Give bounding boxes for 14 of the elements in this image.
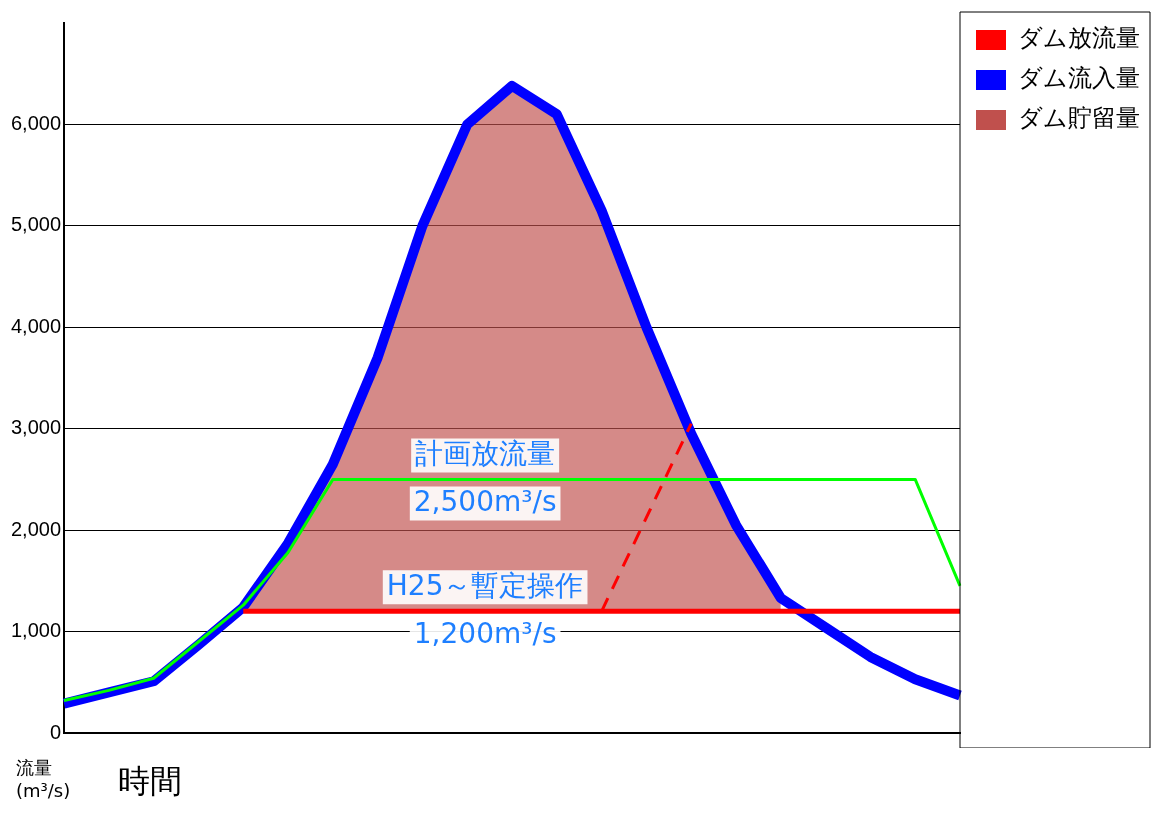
- y-tick-label: 1,000: [10, 619, 62, 642]
- y-axis-title: 流量 (m³/s): [16, 756, 71, 803]
- y-tick-label: 2,000: [10, 517, 62, 540]
- legend-label: ダム流入量: [1018, 64, 1140, 93]
- y-tick-label: 3,000: [10, 416, 62, 439]
- legend-label: ダム貯留量: [1018, 104, 1140, 133]
- y-tick-label: 6,000: [10, 111, 62, 134]
- y-tick-label: 4,000: [10, 314, 62, 337]
- annotation: 計画放流量 2,500m³/s: [413, 436, 557, 518]
- annotation: H25～暫定操作 1,200m³/s: [386, 568, 584, 650]
- y-tick-label: 0: [49, 720, 62, 743]
- legend-label: ダム放流量: [1018, 24, 1140, 53]
- y-tick-label: 5,000: [10, 213, 62, 236]
- x-axis-title: 時間: [118, 761, 182, 802]
